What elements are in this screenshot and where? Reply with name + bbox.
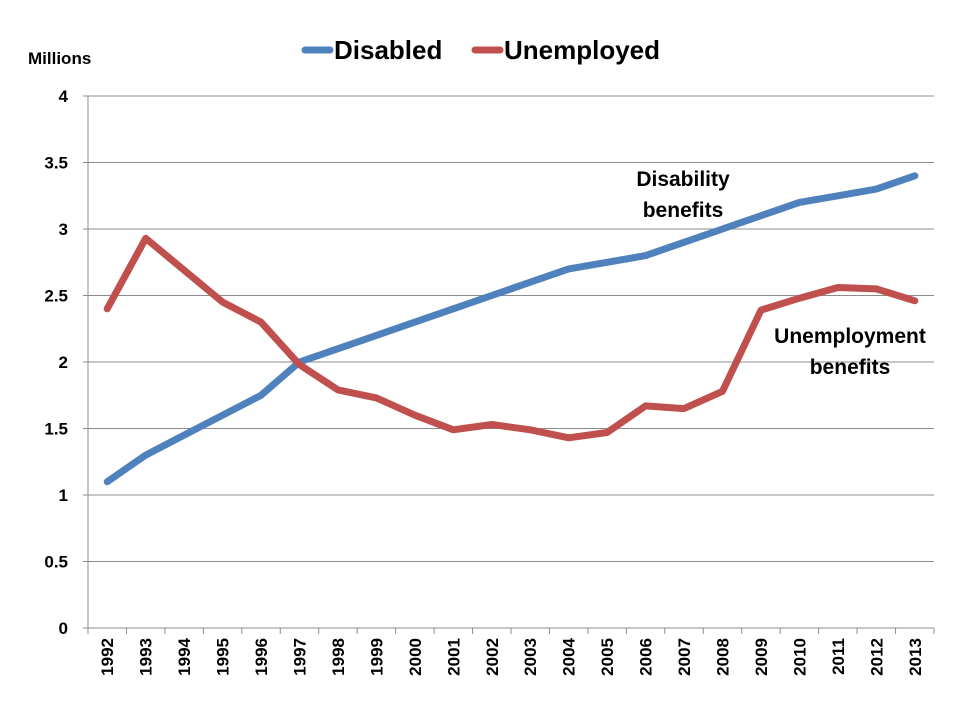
annotation-disability-line2: benefits bbox=[643, 199, 724, 222]
annotation-unemployment-line1: Unemployment bbox=[774, 325, 926, 348]
x-tick-label: 2011 bbox=[829, 638, 848, 675]
y-tick-label: 1 bbox=[59, 486, 68, 505]
x-tick-label: 1997 bbox=[291, 638, 310, 676]
x-tick-label: 2009 bbox=[752, 638, 771, 676]
annotation-disability-line1: Disability bbox=[636, 168, 730, 191]
x-tick-label: 2006 bbox=[637, 638, 656, 676]
x-tick-label: 1996 bbox=[252, 638, 271, 676]
y-tick-label: 2.5 bbox=[44, 287, 68, 306]
x-axis-ticks: 1992 1993 1994 1995 1996 1997 1998 1999 2000 2001… bbox=[87, 628, 935, 676]
x-tick-label: 1999 bbox=[367, 638, 386, 676]
y-tick-label: 2 bbox=[59, 353, 68, 372]
x-tick-label: 2010 bbox=[790, 638, 809, 676]
x-tick-label: 2001 bbox=[444, 638, 463, 676]
y-axis-unit-label: Millions bbox=[28, 49, 91, 68]
x-tick-label: 1992 bbox=[98, 638, 117, 676]
series-line-unemployed bbox=[103, 234, 919, 442]
x-tick-label: 2007 bbox=[675, 638, 694, 676]
y-tick-label: 4 bbox=[59, 87, 69, 106]
x-tick-label: 2008 bbox=[714, 638, 733, 676]
x-tick-label: 1995 bbox=[214, 638, 233, 676]
x-tick-label: 2012 bbox=[867, 638, 886, 676]
x-tick-label: 2000 bbox=[406, 638, 425, 676]
x-tick-label: 1998 bbox=[329, 638, 348, 676]
y-tick-label: 0.5 bbox=[44, 553, 68, 572]
x-tick-label: 1994 bbox=[175, 637, 194, 675]
y-axis-ticks: 0 0.5 1 1.5 2 2.5 3 3.5 4 bbox=[44, 87, 88, 638]
x-tick-label: 2003 bbox=[521, 638, 540, 676]
series-line-disabled bbox=[103, 172, 919, 486]
legend-label-unemployed: Unemployed bbox=[504, 35, 660, 65]
series-lines bbox=[103, 172, 919, 486]
legend-label-disabled: Disabled bbox=[334, 35, 442, 65]
x-tick-label: 2004 bbox=[560, 637, 579, 675]
x-tick-label: 2005 bbox=[598, 638, 617, 676]
legend: Disabled Unemployed bbox=[301, 35, 660, 65]
x-tick-label: 1993 bbox=[137, 638, 156, 676]
annotation-unemployment-line2: benefits bbox=[810, 356, 891, 379]
y-tick-label: 3 bbox=[59, 220, 68, 239]
x-tick-label: 2002 bbox=[483, 638, 502, 676]
annotations: Disability benefits Unemployment benefit… bbox=[636, 168, 926, 379]
y-tick-label: 0 bbox=[59, 619, 68, 638]
x-tick-label: 2013 bbox=[906, 638, 925, 676]
y-tick-label: 3.5 bbox=[44, 154, 68, 173]
y-tick-label: 1.5 bbox=[44, 420, 68, 439]
